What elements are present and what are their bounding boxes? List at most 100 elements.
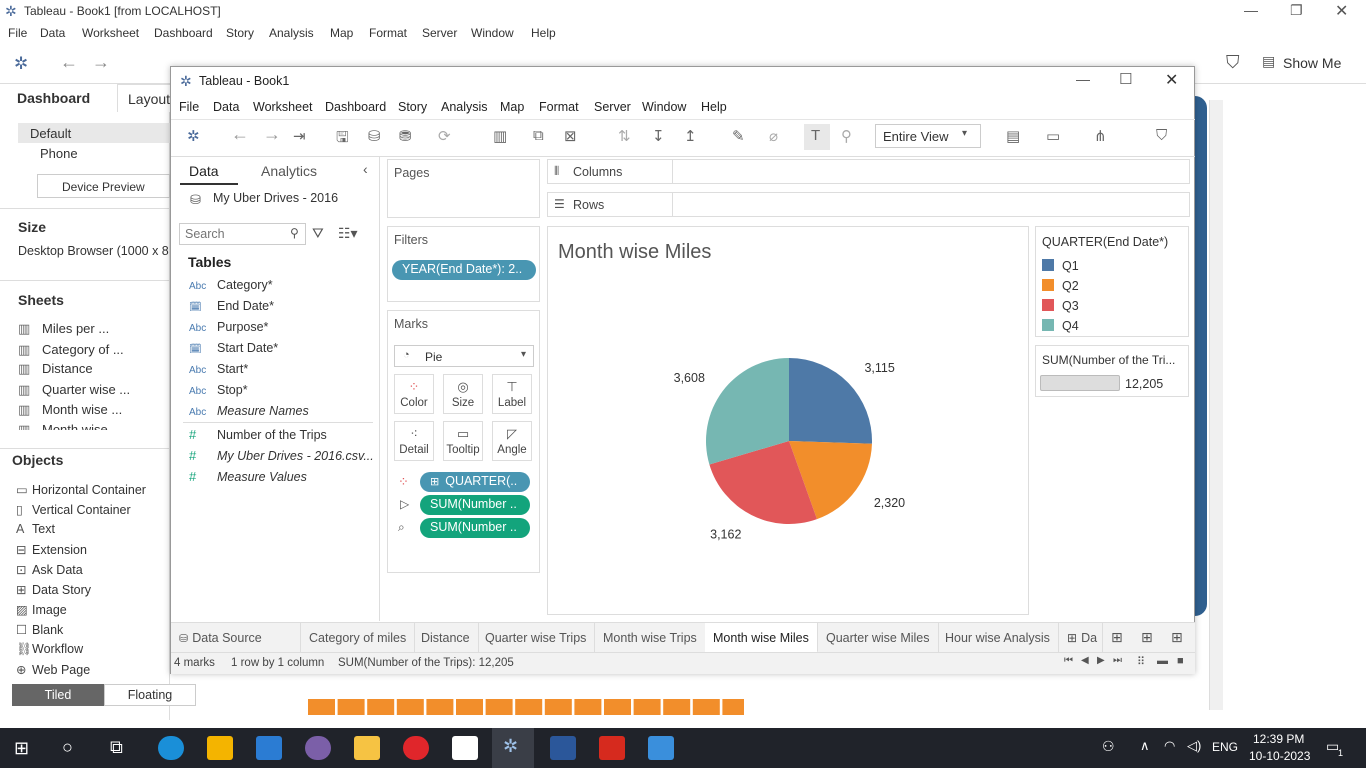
- color-legend[interactable]: QUARTER(End Date*) Q1 Q2 Q3 Q4: [1035, 226, 1189, 337]
- object-web-page[interactable]: ⊕ Web Page: [16, 663, 91, 677]
- menu-worksheet[interactable]: Worksheet: [253, 100, 313, 114]
- object-image[interactable]: ▨ Image: [16, 603, 67, 617]
- save-icon[interactable]: 🖫: [336, 129, 349, 146]
- card-toggle-icon[interactable]: ▤: [1006, 128, 1021, 145]
- sheet-item[interactable]: ▥ Month wise ...: [18, 402, 123, 417]
- menu-map[interactable]: Map: [330, 26, 354, 40]
- close-icon[interactable]: ✕: [1165, 72, 1179, 89]
- pie-slice-q1[interactable]: [789, 358, 872, 444]
- undo-icon[interactable]: ←: [231, 124, 249, 144]
- share-icon[interactable]: ⋔: [1094, 128, 1107, 145]
- clock-date[interactable]: 10-10-2023: [1249, 749, 1311, 763]
- size-measure-pill[interactable]: SUM(Number ..: [420, 518, 530, 538]
- new-dashboard-icon[interactable]: ⊞: [1141, 629, 1153, 645]
- field-purpose[interactable]: Abc Purpose*: [189, 320, 269, 334]
- data-tab[interactable]: Data: [189, 163, 219, 179]
- collapse-pane-icon[interactable]: ‹: [363, 161, 368, 177]
- tab-month-wise-trips[interactable]: Month wise Trips: [595, 623, 706, 653]
- chart-app-icon[interactable]: [452, 736, 478, 760]
- menu-story[interactable]: Story: [226, 26, 255, 40]
- minimize-icon[interactable]: —: [1244, 2, 1258, 18]
- scrollbar[interactable]: [1209, 100, 1223, 710]
- legend-item-q3[interactable]: Q3: [1042, 299, 1079, 313]
- device-preview-button[interactable]: Device Preview: [37, 174, 170, 198]
- menu-dashboard[interactable]: Dashboard: [325, 100, 387, 114]
- pie-slice-q4[interactable]: [706, 358, 789, 465]
- field-measure-values[interactable]: # Measure Values: [189, 469, 307, 484]
- filter-pill[interactable]: YEAR(End Date*): 2..: [392, 260, 536, 280]
- menu-window[interactable]: Window: [471, 26, 514, 40]
- menu-analysis[interactable]: Analysis: [269, 26, 314, 40]
- first-sheet-icon[interactable]: ⏮: [1064, 655, 1073, 666]
- tiled-button[interactable]: Tiled: [12, 684, 104, 706]
- task-view-icon[interactable]: ⧉: [110, 737, 123, 757]
- show-labels-button[interactable]: [804, 124, 830, 150]
- maximize-icon[interactable]: ☐: [1119, 71, 1133, 88]
- tab-category-of-miles[interactable]: Category of miles: [301, 623, 416, 653]
- pages-shelf[interactable]: Pages: [387, 159, 540, 218]
- restore-icon[interactable]: ❐: [1290, 2, 1303, 18]
- duplicate-sheet-icon[interactable]: ⧉: [533, 127, 544, 144]
- redo-icon[interactable]: →: [263, 124, 281, 144]
- sort-descending-icon[interactable]: ↥: [684, 128, 697, 145]
- legend-item-q1[interactable]: Q1: [1042, 259, 1079, 273]
- object-data-story[interactable]: ⊞ Data Story: [16, 583, 92, 597]
- mail-icon[interactable]: [256, 736, 282, 760]
- menu-analysis[interactable]: Analysis: [441, 100, 488, 114]
- presentation-icon[interactable]: ⛉: [1226, 52, 1240, 72]
- filters-shelf[interactable]: Filters YEAR(End Date*): 2..: [387, 226, 540, 302]
- tab-month-wise-miles[interactable]: Month wise Miles: [705, 623, 818, 653]
- swap-icon[interactable]: ⇅: [618, 128, 631, 145]
- clear-sheet-icon[interactable]: ⊠: [564, 128, 577, 145]
- word-icon[interactable]: [550, 736, 576, 760]
- view-options-icon[interactable]: ☷▾: [338, 225, 358, 241]
- legend-item-q2[interactable]: Q2: [1042, 279, 1079, 293]
- last-sheet-icon[interactable]: ⏭: [1113, 655, 1122, 666]
- sheet-item[interactable]: ▥ Distance: [18, 361, 93, 376]
- tableau-home-icon[interactable]: ✲: [14, 54, 29, 73]
- filmstrip-icon[interactable]: ▬: [1157, 655, 1168, 667]
- group-icon[interactable]: ⌀: [769, 128, 779, 145]
- tableau-home-icon[interactable]: ✲: [187, 128, 200, 145]
- fix-axes-icon[interactable]: ⚲: [841, 128, 852, 145]
- menu-file[interactable]: File: [179, 100, 200, 114]
- object-blank[interactable]: ☐ Blank: [16, 623, 64, 637]
- language-indicator[interactable]: ENG: [1212, 740, 1239, 754]
- sort-ascending-icon[interactable]: ↧: [652, 128, 665, 145]
- legend-item-q4[interactable]: Q4: [1042, 319, 1079, 333]
- minimize-icon[interactable]: —: [1076, 71, 1090, 87]
- volume-icon[interactable]: ◁): [1187, 738, 1202, 753]
- tab-distance[interactable]: Distance: [413, 623, 479, 653]
- app-icon[interactable]: [305, 736, 331, 760]
- menu-map[interactable]: Map: [500, 100, 525, 114]
- analytics-tab[interactable]: Analytics: [261, 163, 318, 179]
- file-explorer-icon[interactable]: [354, 736, 380, 760]
- opera-icon[interactable]: [403, 736, 429, 760]
- tab-quarter-wise-miles[interactable]: Quarter wise Miles: [818, 623, 939, 653]
- menu-data[interactable]: Data: [40, 26, 66, 40]
- chevron-up-icon[interactable]: ∧: [1140, 738, 1150, 753]
- search-input[interactable]: [185, 227, 285, 241]
- store-icon[interactable]: [207, 736, 233, 760]
- search-icon[interactable]: ○: [62, 737, 73, 757]
- color-button[interactable]: ⁘ Color: [394, 374, 434, 414]
- tabs-view-icon[interactable]: ■: [1177, 655, 1184, 667]
- menu-file[interactable]: File: [8, 26, 28, 40]
- back-icon[interactable]: ←: [60, 52, 78, 72]
- object-vertical-container[interactable]: ▯ Vertical Container: [16, 503, 131, 517]
- close-icon[interactable]: ✕: [1335, 3, 1349, 20]
- filter-icon[interactable]: ⛛: [312, 225, 324, 241]
- angle-measure-pill[interactable]: SUM(Number ..: [420, 495, 530, 515]
- sheet-item[interactable]: ▥ Quarter wise ...: [18, 382, 131, 397]
- angle-button[interactable]: ◸ Angle: [492, 421, 532, 461]
- size-legend[interactable]: SUM(Number of the Tri... 12,205: [1035, 345, 1189, 397]
- label-button[interactable]: ⊤ Label: [492, 374, 532, 414]
- prev-sheet-icon[interactable]: ◀: [1081, 655, 1089, 666]
- object-horizontal-container[interactable]: ▭ Horizontal Container: [16, 483, 146, 497]
- wifi-icon[interactable]: ◠: [1164, 738, 1176, 753]
- search-field[interactable]: ⚲: [179, 223, 306, 245]
- tooltip-button[interactable]: ▭ Tooltip: [443, 421, 483, 461]
- new-worksheet-icon[interactable]: ⊞: [1111, 629, 1123, 645]
- datasource-icon[interactable]: ⛃: [399, 128, 412, 145]
- menu-server[interactable]: Server: [422, 26, 458, 40]
